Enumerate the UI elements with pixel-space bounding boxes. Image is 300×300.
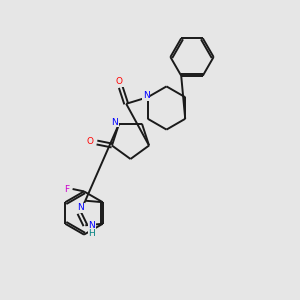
Text: N: N — [143, 91, 150, 100]
Text: O: O — [116, 77, 123, 86]
Text: F: F — [64, 184, 69, 194]
Text: N: N — [111, 118, 118, 127]
Text: O: O — [87, 136, 94, 146]
Text: H: H — [88, 229, 95, 238]
Text: N: N — [88, 221, 95, 230]
Text: N: N — [77, 203, 84, 212]
